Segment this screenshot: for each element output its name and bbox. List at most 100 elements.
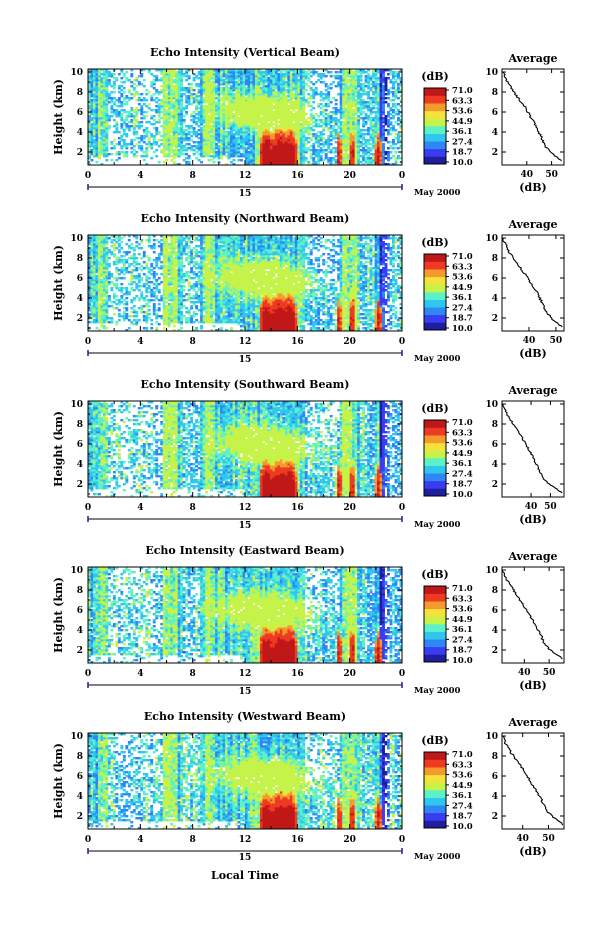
avg-title: Average — [507, 218, 557, 231]
y-tick-label: 8 — [77, 254, 83, 264]
colorbar-label: 27.4 — [452, 469, 473, 479]
avg-x-tick-label: 40 — [521, 170, 534, 180]
y-tick-label: 2 — [77, 148, 83, 158]
y-tick-label: 10 — [70, 400, 83, 410]
x-tick-label: 4 — [137, 171, 143, 181]
x-tick-label: 16 — [291, 835, 304, 845]
avg-x-tick-label: 50 — [545, 170, 558, 180]
avg-y-tick-label: 4 — [492, 128, 498, 138]
panel-1: Echo Intensity (Vertical Beam)246810Heig… — [52, 46, 564, 199]
colorbar-label: 10.0 — [452, 656, 473, 666]
colorbar-unit: (dB) — [421, 70, 448, 83]
colorbar-swatch — [424, 601, 446, 609]
avg-x-tick-label: 50 — [544, 502, 557, 512]
colorbar-label: 71.0 — [452, 750, 473, 760]
avg-y-tick-label: 4 — [492, 460, 498, 470]
panel-title: Echo Intensity (Vertical Beam) — [150, 46, 340, 59]
y-tick-label: 4 — [77, 626, 83, 636]
x-tick-label: 12 — [239, 337, 252, 347]
y-tick-label: 4 — [77, 460, 83, 470]
panel-3: Echo Intensity (Southward Beam)246810Hei… — [52, 378, 564, 531]
colorbar-swatch — [424, 813, 446, 821]
colorbar-label: 18.7 — [452, 646, 473, 656]
avg-y-tick-label: 8 — [492, 586, 498, 596]
y-tick-label: 2 — [77, 812, 83, 822]
panel-title: Echo Intensity (Westward Beam) — [144, 710, 346, 723]
colorbar-swatch — [424, 767, 446, 775]
avg-frame — [502, 733, 564, 829]
colorbar-label: 18.7 — [452, 480, 473, 490]
colorbar-unit: (dB) — [421, 734, 448, 747]
colorbar-swatch — [424, 118, 446, 126]
colorbar-label: 44.9 — [452, 781, 473, 791]
x-tick-label: 16 — [291, 669, 304, 679]
panel-title: Echo Intensity (Northward Beam) — [141, 212, 350, 225]
heatmap — [88, 69, 402, 165]
x-tick-label: 0 — [85, 835, 91, 845]
x-tick-label: 12 — [239, 503, 252, 513]
avg-y-tick-label: 2 — [492, 480, 498, 490]
y-tick-label: 10 — [70, 234, 83, 244]
avg-title: Average — [507, 550, 557, 563]
month-label: May 2000 — [414, 520, 461, 530]
y-tick-label: 10 — [70, 566, 83, 576]
colorbar-swatch — [424, 647, 446, 655]
y-tick-label: 8 — [77, 586, 83, 596]
avg-profile-line — [502, 570, 562, 659]
x-tick-label: 8 — [190, 503, 196, 513]
colorbar-swatch — [424, 420, 446, 428]
avg-y-tick-label: 6 — [492, 108, 498, 118]
colorbar-swatch — [424, 254, 446, 262]
y-tick-label: 4 — [77, 128, 83, 138]
avg-frame — [502, 401, 564, 497]
colorbar-swatch — [424, 111, 446, 119]
colorbar-label: 53.6 — [452, 439, 473, 449]
avg-x-tick-label: 40 — [523, 336, 536, 346]
colorbar-swatch — [424, 428, 446, 436]
x-tick-label: 0 — [85, 503, 91, 513]
y-axis-label: Height (km) — [52, 743, 65, 819]
y-tick-label: 10 — [70, 68, 83, 78]
colorbar-swatch — [424, 322, 446, 330]
y-tick-label: 6 — [77, 440, 83, 450]
colorbar: 71.063.353.644.936.127.418.710.0 — [424, 252, 473, 334]
colorbar: 71.063.353.644.936.127.418.710.0 — [424, 750, 473, 832]
avg-x-axis-label: (dB) — [519, 679, 546, 692]
colorbar-swatch — [424, 798, 446, 806]
x-tick-label: 8 — [190, 171, 196, 181]
colorbar-swatch — [424, 820, 446, 828]
avg-title: Average — [507, 384, 557, 397]
colorbar-label: 10.0 — [452, 822, 473, 832]
heatmap — [88, 733, 402, 829]
avg-y-tick-label: 6 — [492, 606, 498, 616]
avg-x-tick-label: 50 — [550, 336, 563, 346]
x-tick-label: 12 — [239, 835, 252, 845]
colorbar-label: 27.4 — [452, 303, 473, 313]
x-tick-label: 8 — [190, 835, 196, 845]
x-tick-label: 0 — [85, 669, 91, 679]
colorbar-label: 27.4 — [452, 635, 473, 645]
x-tick-label: 0 — [399, 171, 405, 181]
colorbar-label: 53.6 — [452, 605, 473, 615]
avg-x-axis-label: (dB) — [519, 845, 546, 858]
x-tick-label: 16 — [291, 171, 304, 181]
colorbar-swatch — [424, 775, 446, 783]
month-label: May 2000 — [414, 354, 461, 364]
date-label: 15 — [239, 189, 252, 199]
colorbar-unit: (dB) — [421, 568, 448, 581]
colorbar-swatch — [424, 277, 446, 285]
colorbar-label: 10.0 — [452, 324, 473, 334]
x-tick-label: 4 — [137, 337, 143, 347]
colorbar-swatch — [424, 96, 446, 104]
colorbar-swatch — [424, 594, 446, 602]
x-tick-label: 4 — [137, 835, 143, 845]
avg-y-tick-label: 8 — [492, 752, 498, 762]
colorbar-label: 63.3 — [452, 96, 473, 106]
colorbar-label: 63.3 — [452, 760, 473, 770]
colorbar-unit: (dB) — [421, 236, 448, 249]
avg-x-tick-label: 40 — [516, 834, 529, 844]
avg-x-axis-label: (dB) — [519, 347, 546, 360]
panel-2: Echo Intensity (Northward Beam)246810Hei… — [52, 212, 564, 365]
